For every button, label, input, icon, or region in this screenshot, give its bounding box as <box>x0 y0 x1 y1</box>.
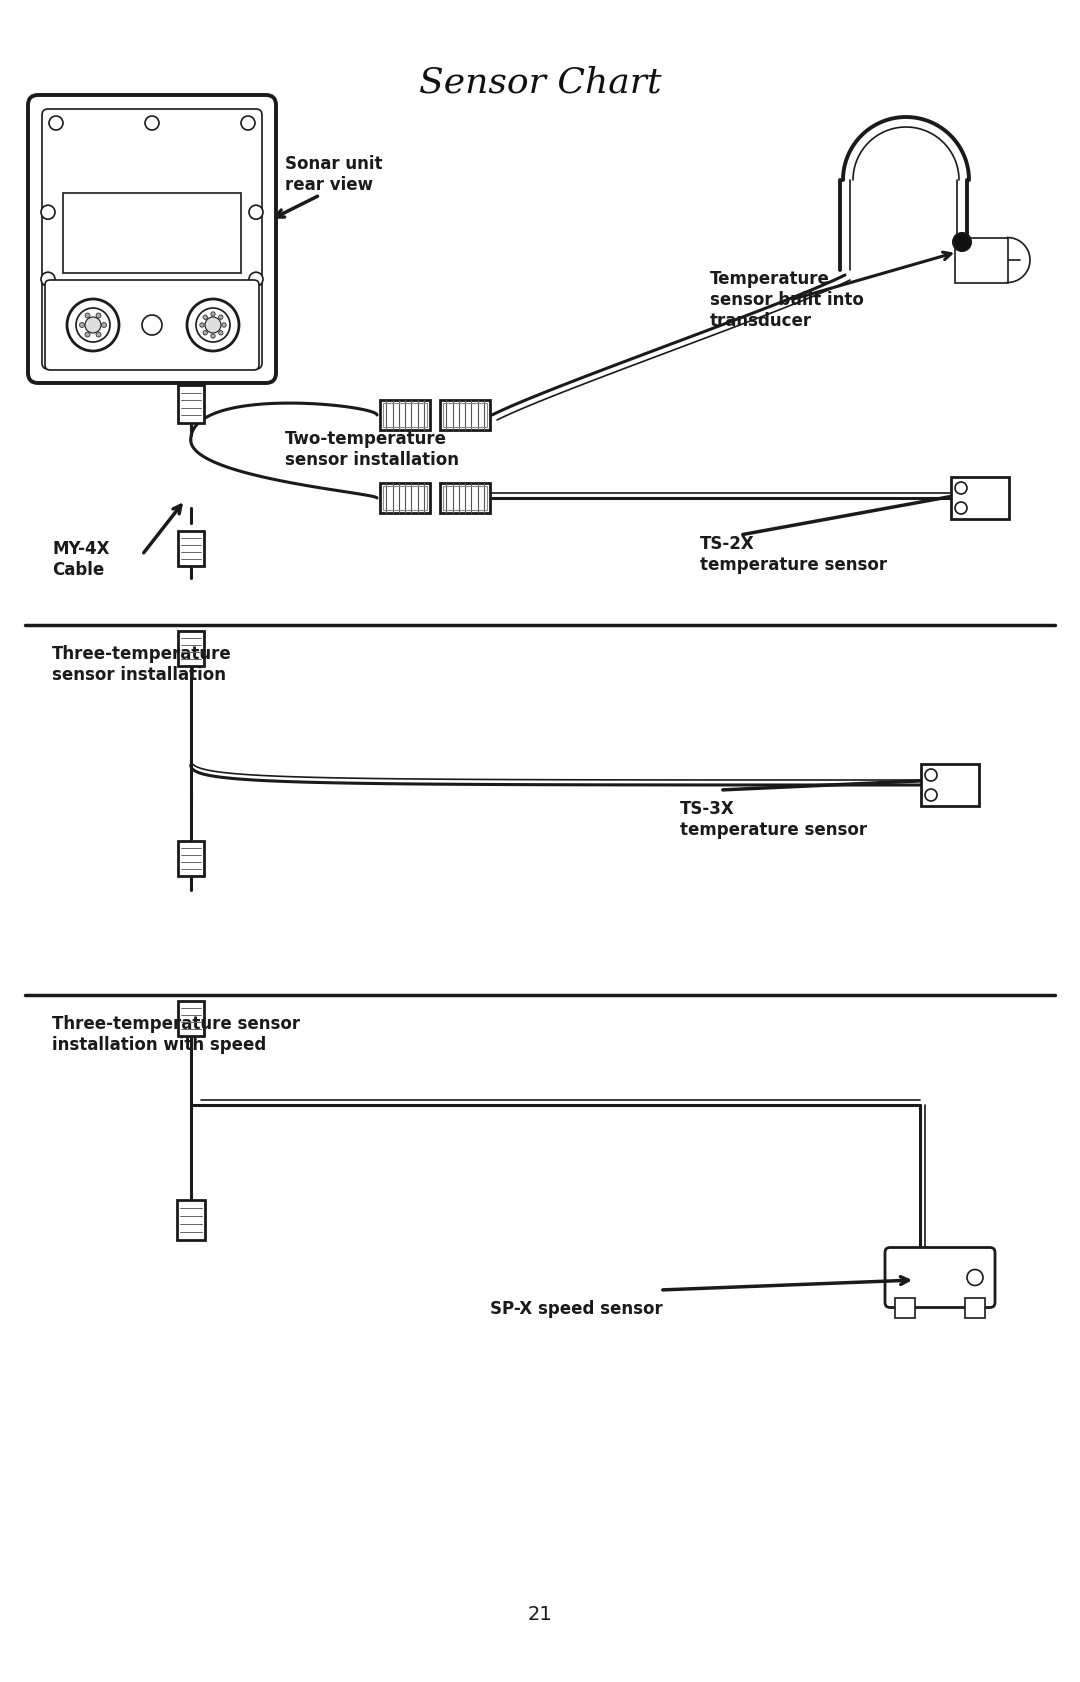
Bar <box>443 486 487 510</box>
FancyBboxPatch shape <box>28 94 276 383</box>
Circle shape <box>67 299 119 352</box>
Circle shape <box>211 311 215 316</box>
Bar <box>383 486 427 510</box>
Bar <box>177 1199 205 1240</box>
Text: TS-3X
temperature sensor: TS-3X temperature sensor <box>680 801 867 839</box>
Text: Sensor Chart: Sensor Chart <box>419 66 661 99</box>
Circle shape <box>85 316 102 333</box>
Circle shape <box>96 313 102 318</box>
Bar <box>380 483 430 513</box>
Circle shape <box>195 308 230 341</box>
Circle shape <box>96 331 102 336</box>
Text: MY-4X
Cable: MY-4X Cable <box>52 540 109 579</box>
Bar <box>178 530 204 565</box>
Text: 21: 21 <box>528 1605 552 1623</box>
Bar <box>951 478 1009 520</box>
Circle shape <box>203 331 207 335</box>
Bar <box>178 1001 204 1036</box>
Text: Sonar unit
rear view: Sonar unit rear view <box>285 155 382 193</box>
Circle shape <box>85 313 90 318</box>
Circle shape <box>218 315 222 320</box>
Circle shape <box>203 315 207 320</box>
FancyBboxPatch shape <box>42 109 262 368</box>
Circle shape <box>924 789 937 801</box>
Circle shape <box>141 315 162 335</box>
Circle shape <box>49 116 63 130</box>
Circle shape <box>955 483 967 495</box>
Bar <box>383 404 427 427</box>
Circle shape <box>145 116 159 130</box>
Bar <box>380 400 430 431</box>
Circle shape <box>249 272 264 286</box>
Circle shape <box>41 272 55 286</box>
Bar <box>895 1297 915 1317</box>
Circle shape <box>953 234 971 251</box>
Text: Three-temperature sensor
installation with speed: Three-temperature sensor installation wi… <box>52 1014 300 1055</box>
Circle shape <box>49 348 63 362</box>
Circle shape <box>924 769 937 780</box>
Text: Two-temperature
sensor installation: Two-temperature sensor installation <box>285 431 459 469</box>
Circle shape <box>200 323 204 328</box>
Circle shape <box>221 323 226 328</box>
Bar <box>443 404 487 427</box>
Circle shape <box>967 1270 983 1285</box>
Bar <box>955 237 1008 283</box>
Text: SP-X speed sensor: SP-X speed sensor <box>490 1300 663 1319</box>
Circle shape <box>211 333 215 338</box>
Bar <box>440 400 490 431</box>
Circle shape <box>218 331 222 335</box>
Bar <box>178 385 204 422</box>
Bar <box>921 764 978 806</box>
Circle shape <box>80 323 84 328</box>
Circle shape <box>187 299 239 352</box>
Circle shape <box>955 501 967 515</box>
Text: Three-temperature
sensor installation: Three-temperature sensor installation <box>52 644 232 685</box>
Bar <box>178 631 204 666</box>
Circle shape <box>76 308 110 341</box>
Circle shape <box>241 116 255 130</box>
Bar <box>966 1297 985 1317</box>
Text: TS-2X
temperature sensor: TS-2X temperature sensor <box>700 535 887 574</box>
Circle shape <box>102 323 107 328</box>
Circle shape <box>41 205 55 219</box>
Circle shape <box>241 348 255 362</box>
Circle shape <box>205 316 221 333</box>
Circle shape <box>249 205 264 219</box>
Text: Temperature
sensor built into
transducer: Temperature sensor built into transducer <box>710 271 864 330</box>
Bar <box>440 483 490 513</box>
Bar <box>178 841 204 876</box>
FancyBboxPatch shape <box>45 279 259 370</box>
FancyBboxPatch shape <box>885 1248 995 1307</box>
Bar <box>63 193 241 272</box>
Circle shape <box>85 331 90 336</box>
